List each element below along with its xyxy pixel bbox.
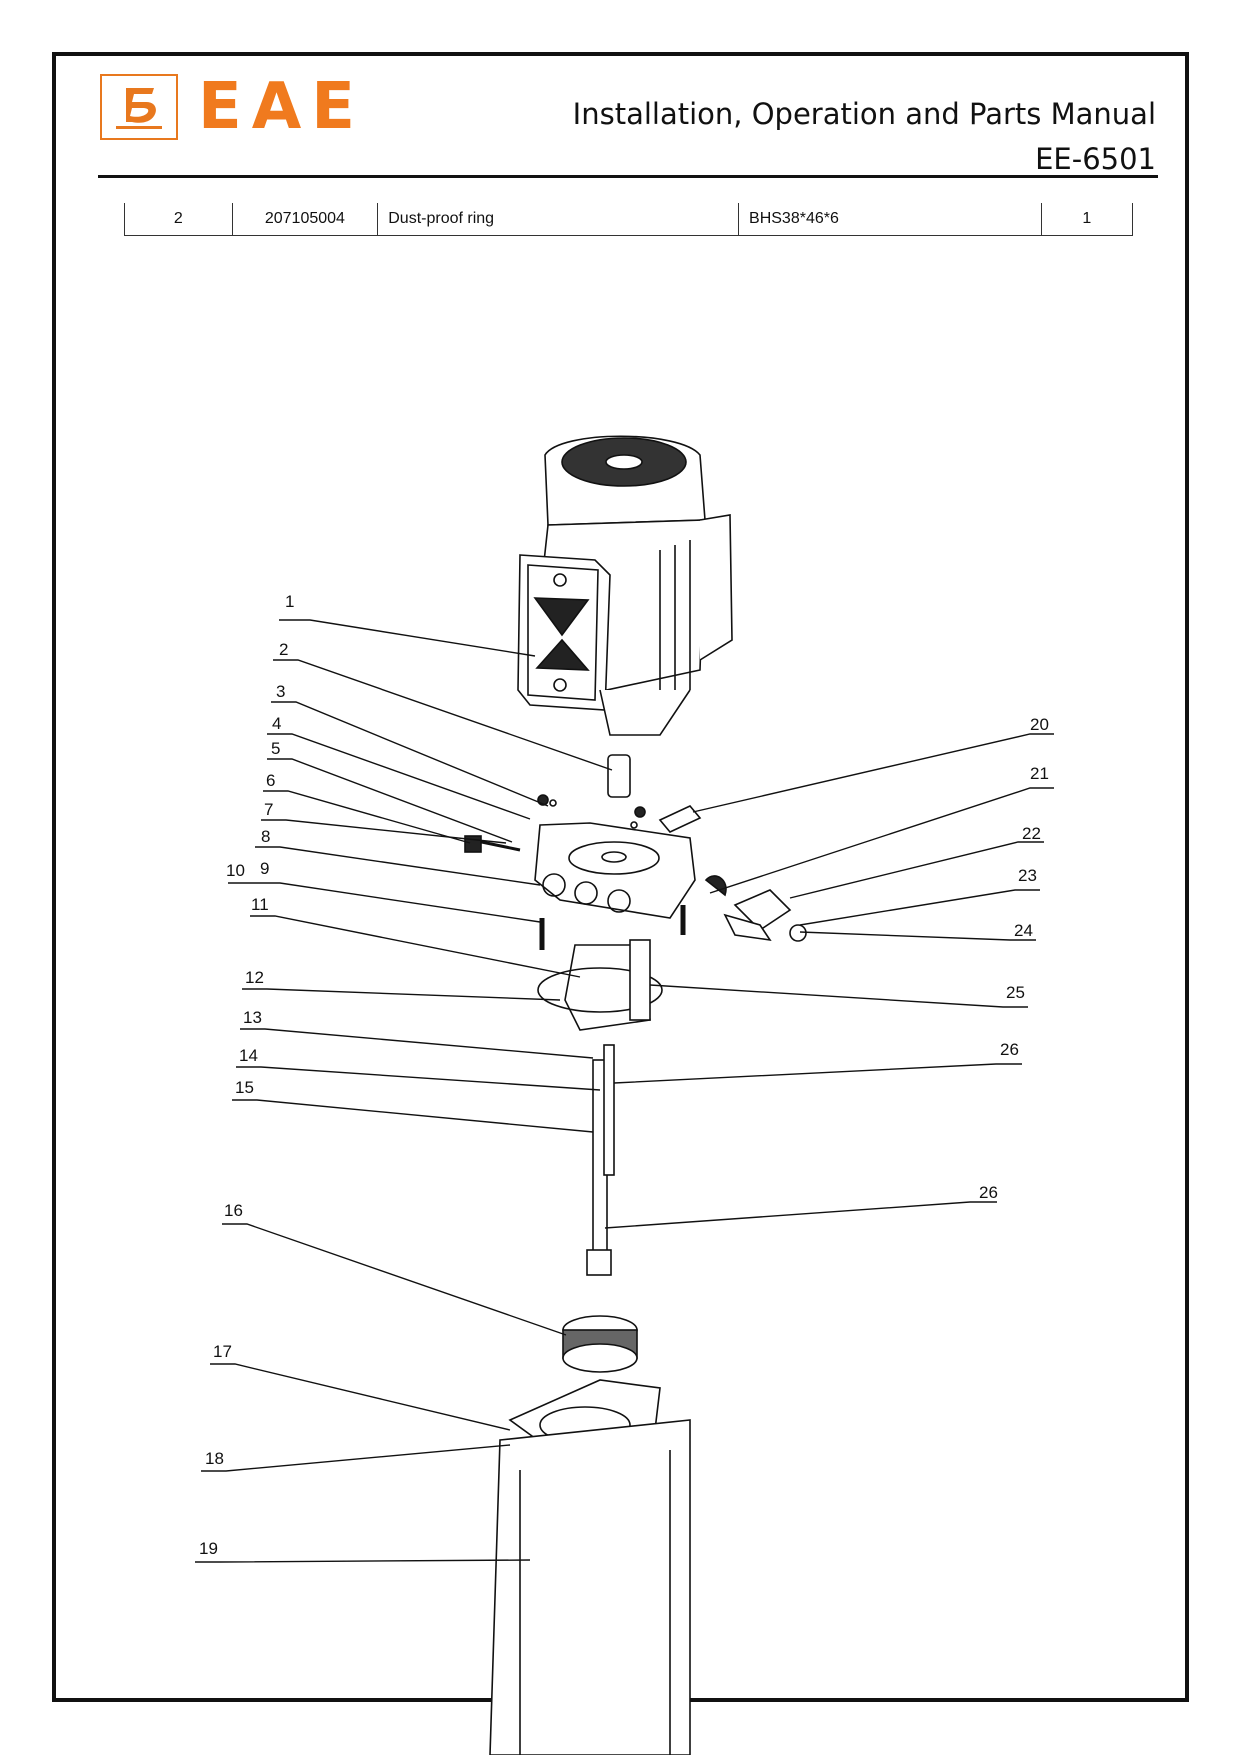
callout-label: 2: [279, 640, 288, 659]
callout-label: 13: [243, 1008, 262, 1027]
callout-label: 24: [1014, 921, 1033, 940]
callout-label: 26: [1000, 1040, 1019, 1059]
callout-label: 12: [245, 968, 264, 987]
manual-title: Installation, Operation and Parts Manual…: [573, 92, 1156, 182]
callout-label: 4: [272, 714, 281, 733]
table-row: 2 207105004 Dust-proof ring BHS38*46*6 1: [124, 203, 1134, 236]
callout-label: 26: [979, 1183, 998, 1202]
callout-label: 5: [271, 739, 280, 758]
part-spec-cell: BHS38*46*6: [738, 203, 1042, 236]
callout-label: 14: [239, 1046, 258, 1065]
callout-label: 15: [235, 1078, 254, 1097]
callout-labels: 1 2 3 4 5 6 7 8 9 10 11 12 13 14 15 16 1…: [199, 592, 1049, 1558]
callout-label: 7: [264, 800, 273, 819]
callout-label: 16: [224, 1201, 243, 1220]
model-number: EE-6501: [1035, 142, 1156, 176]
manual-title-line: Installation, Operation and Parts Manual: [572, 97, 1156, 131]
callout-leader-lines: [195, 619, 1054, 1563]
callout-label: 18: [205, 1449, 224, 1468]
header-rule: [98, 175, 1158, 178]
callout-label: 20: [1030, 715, 1049, 734]
eae-logo-icon: [100, 74, 178, 140]
parts-table: 2 207105004 Dust-proof ring BHS38*46*6 1: [124, 203, 1134, 236]
callout-label: 3: [276, 682, 285, 701]
callout-label: 11: [251, 895, 269, 914]
part-number-cell: 2: [124, 203, 233, 236]
callout-label: 25: [1006, 983, 1025, 1002]
callout-label: 1: [285, 592, 294, 611]
callout-label: 23: [1018, 866, 1037, 885]
callout-label: 6: [266, 771, 275, 790]
callout-label: 10: [226, 861, 245, 880]
callout-label: 17: [213, 1342, 232, 1361]
part-qty-cell: 1: [1040, 203, 1134, 236]
brand-name: EAE: [198, 70, 365, 144]
callout-label: 21: [1030, 764, 1049, 783]
callout-label: 8: [261, 827, 270, 846]
callout-label: 9: [260, 859, 269, 878]
callout-label: 22: [1022, 824, 1041, 843]
hydraulic-power-unit-illustration: [464, 435, 807, 1755]
part-description-cell: Dust-proof ring: [377, 203, 740, 236]
callout-label: 19: [199, 1539, 218, 1558]
